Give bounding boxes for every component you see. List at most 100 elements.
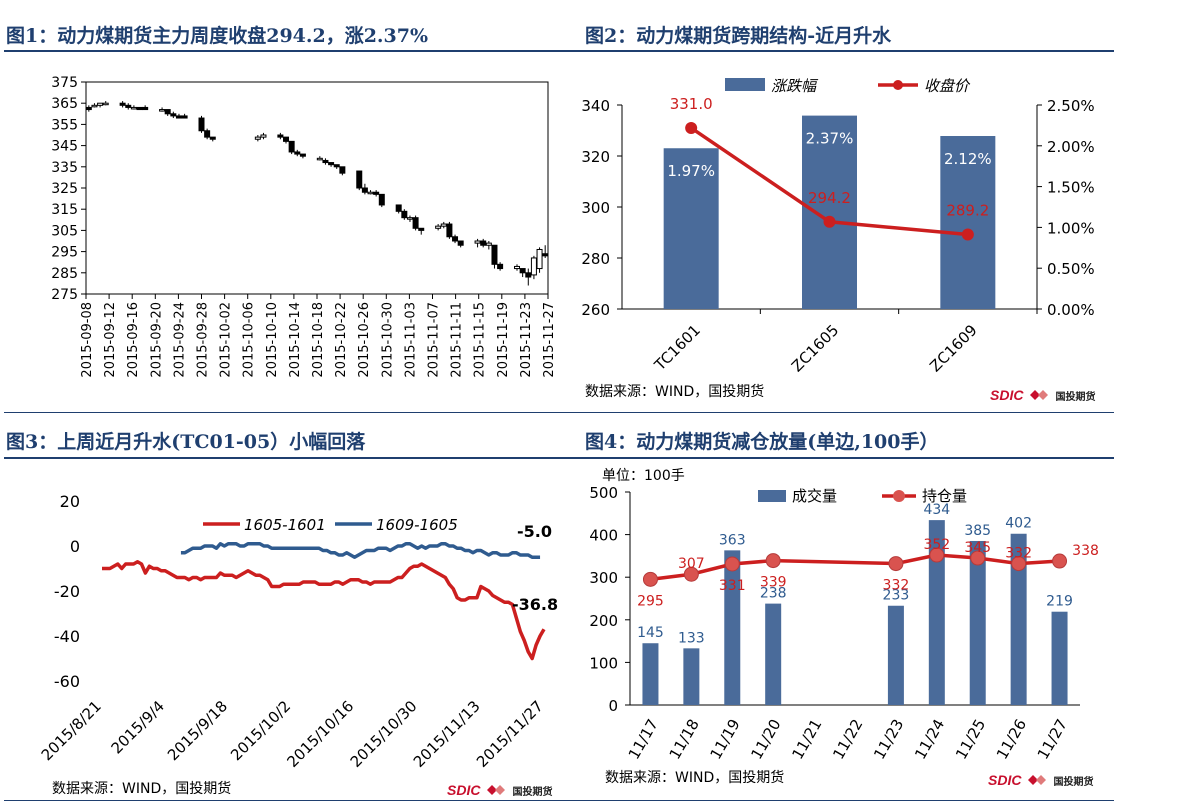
candle-body xyxy=(452,236,459,242)
bar-value-label: 2.37% xyxy=(806,130,854,148)
y-tick-label: -60 xyxy=(54,672,80,691)
open-interest-label: 332 xyxy=(883,578,910,594)
candle-body xyxy=(204,130,211,138)
x-tick-label: 2015-10-14 xyxy=(288,302,303,378)
candle-body xyxy=(102,102,109,106)
legend-bar-swatch xyxy=(758,490,786,502)
y-tick-label: 280 xyxy=(581,250,610,268)
candle-body xyxy=(136,106,143,111)
open-interest-label: 338 xyxy=(1072,543,1099,559)
close-price-label: 289.2 xyxy=(946,202,989,220)
candle-body xyxy=(299,153,306,157)
sdic-logo-p2: SDIC 国投期货 xyxy=(990,387,1096,403)
volume-bar xyxy=(1010,533,1027,705)
open-interest-point xyxy=(642,571,658,587)
y-tick-label: 400 xyxy=(589,527,618,545)
candle-body xyxy=(209,136,216,140)
x-tick-label: 11/24 xyxy=(911,716,948,762)
candle-body xyxy=(277,134,284,138)
volume-bar-label: 363 xyxy=(719,532,746,548)
y-tick-label: 305 xyxy=(51,223,78,239)
panel3-title: 图3：上周近月升水(TC01-05）小幅回落 xyxy=(6,431,366,453)
bar-value-label: 1.97% xyxy=(667,162,715,180)
candlestick-chart: 3753653553453353253153052952852752015-09… xyxy=(51,75,557,378)
candle-body xyxy=(125,104,132,108)
legend-bar-swatch xyxy=(725,78,765,91)
open-interest-point xyxy=(724,556,740,572)
candle-body xyxy=(85,106,92,111)
unit-label: 单位：100手 xyxy=(602,468,685,484)
volume-bar-label: 402 xyxy=(1005,516,1032,532)
y-tick-label: 325 xyxy=(51,181,78,197)
legend-line-label: 持仓量 xyxy=(922,487,967,505)
candle-body xyxy=(142,106,149,111)
candle-body xyxy=(316,157,323,161)
candle-body xyxy=(525,272,532,278)
open-interest-line xyxy=(650,553,1060,582)
y2-tick-label: 0.50% xyxy=(1047,260,1095,278)
volume-open-interest-chart: 0 100 200 300 400 500 145 11/17 133 11/18 363 11/19… xyxy=(589,484,1099,762)
x-tick-label: 2015-11-11 xyxy=(450,302,465,378)
bar-value-label: 2.12% xyxy=(944,150,992,168)
y2-tick-label: 1.00% xyxy=(1047,219,1095,237)
open-interest-label: 332 xyxy=(1005,546,1032,562)
legend-bar-label: 涨跌幅 xyxy=(771,77,819,95)
y-tick-label: 335 xyxy=(51,160,78,176)
x-tick-label: 2015-10-02 xyxy=(219,302,234,378)
x-tick-label: 2015/11/13 xyxy=(410,697,484,771)
candle-body xyxy=(254,136,261,140)
x-tick-label: 2015-10-06 xyxy=(242,302,257,378)
candle-body xyxy=(356,170,363,189)
open-interest-point xyxy=(1011,556,1027,572)
x-tick-label: 2015-10-30 xyxy=(380,302,395,378)
candle-body xyxy=(91,104,98,108)
candle-body xyxy=(361,187,368,193)
x-tick-label: 2015-10-22 xyxy=(334,302,349,378)
open-interest-label: 295 xyxy=(637,593,664,609)
candle-body xyxy=(435,225,442,229)
x-tick-label: ZC1605 xyxy=(788,321,842,375)
y-tick-label: -20 xyxy=(54,582,80,601)
candle-body xyxy=(164,109,171,115)
y-tick-label: 320 xyxy=(581,148,610,166)
y-tick-label: 345 xyxy=(51,139,78,155)
candle-body xyxy=(339,166,346,174)
diamond-logo-icon xyxy=(1028,775,1047,785)
volume-bar-label: 233 xyxy=(883,588,910,604)
x-tick-label: 11/17 xyxy=(625,716,662,762)
x-tick-label: 11/27 xyxy=(1034,716,1071,762)
panel1-title: 图1：动力煤期货主力周度收盘294.2，涨2.37% xyxy=(6,25,429,47)
bar xyxy=(663,148,719,309)
y-tick-label: 315 xyxy=(51,202,78,218)
volume-bar xyxy=(765,603,782,705)
volume-bar xyxy=(1051,611,1068,705)
candle-body xyxy=(519,268,526,274)
candle-body xyxy=(401,210,408,219)
close-price-label: 331.0 xyxy=(670,95,713,113)
sdic-logo-p3: SDIC 国投期货 xyxy=(447,782,553,798)
open-interest-point xyxy=(929,547,945,563)
x-tick-label: 2015-09-20 xyxy=(149,302,164,378)
close-price-point xyxy=(961,228,974,241)
candle-body xyxy=(283,136,290,142)
candle-body xyxy=(198,117,205,132)
y-tick-label: 295 xyxy=(51,245,78,261)
candle-body xyxy=(328,162,335,166)
open-interest-point xyxy=(683,566,699,582)
source-note-p4: 数据来源：WIND，国投期货 xyxy=(605,770,785,786)
candle-body xyxy=(446,223,453,238)
y-tick-label: 300 xyxy=(589,569,618,587)
x-tick-label: 2015/10/2 xyxy=(227,697,294,764)
x-tick-label: 2015-11-15 xyxy=(473,302,488,378)
x-tick-label: 2015/11/27 xyxy=(473,697,547,771)
x-tick-label: 2015-11-03 xyxy=(403,302,418,378)
y-tick-label: 285 xyxy=(51,266,78,282)
y-tick-label: -40 xyxy=(54,627,80,646)
panel4-title: 图4：动力煤期货减仓放量(单边,100手） xyxy=(585,431,939,453)
x-tick-label: 2015-11-19 xyxy=(496,302,511,378)
y-tick-label: 375 xyxy=(51,75,78,91)
candle-body xyxy=(395,204,402,212)
volume-bar xyxy=(969,540,986,705)
x-tick-label: 2015-10-10 xyxy=(265,302,280,378)
